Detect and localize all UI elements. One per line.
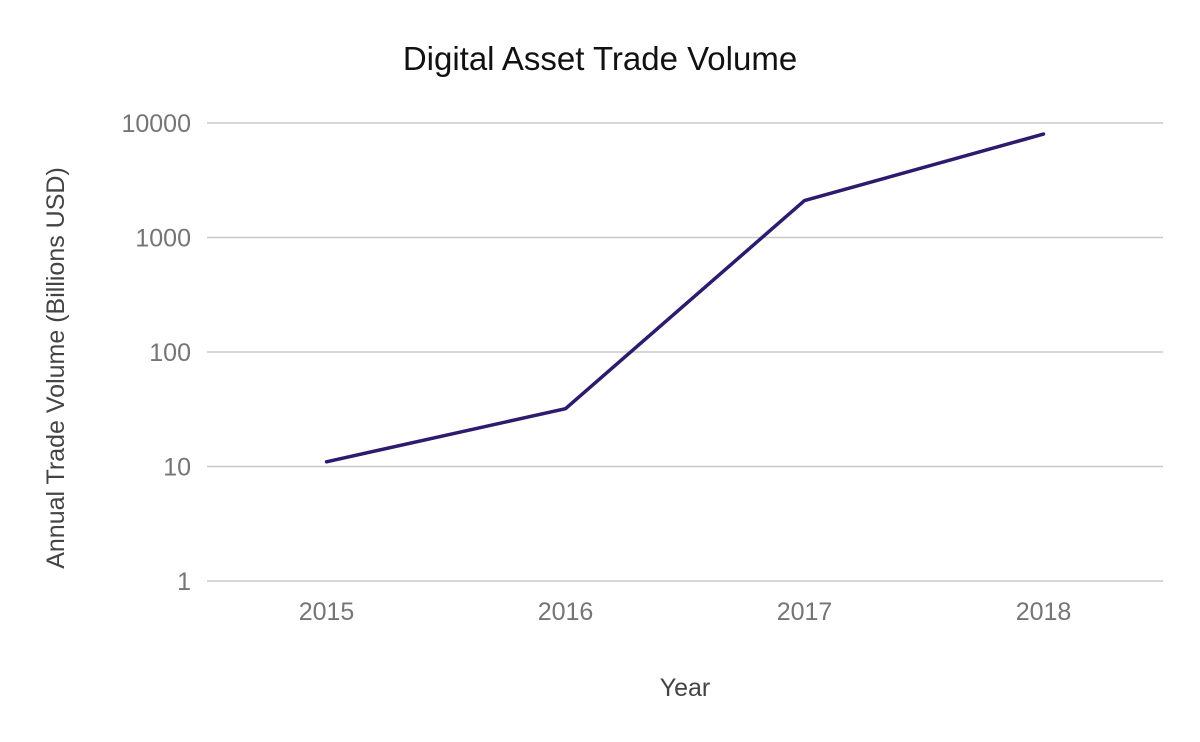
- chart-title: Digital Asset Trade Volume: [403, 40, 797, 77]
- data-point: [325, 460, 328, 464]
- data-point: [564, 407, 567, 411]
- x-tick-label: 2015: [299, 598, 355, 626]
- data-point: [803, 199, 806, 203]
- y-tick-label: 100: [149, 339, 191, 367]
- series-line: [324, 132, 1046, 464]
- y-tick-label: 10: [163, 454, 191, 482]
- y-tick-label: 1000: [135, 225, 191, 253]
- x-tick-label: 2018: [1016, 598, 1072, 626]
- gridlines: [207, 122, 1163, 582]
- x-axis-label: Year: [660, 674, 711, 702]
- y-tick-labels: 1 10 100 1000 10000: [121, 110, 191, 596]
- y-tick-label: 10000: [121, 110, 191, 138]
- series-layer: [324, 132, 1046, 464]
- x-tick-label: 2017: [777, 598, 833, 626]
- y-axis-label: Annual Trade Volume (Billions USD): [42, 167, 70, 569]
- data-point: [1042, 132, 1045, 136]
- x-tick-labels: 2015 2016 2017 2018: [299, 598, 1072, 626]
- x-tick-label: 2016: [538, 598, 594, 626]
- y-tick-label: 1: [177, 568, 191, 596]
